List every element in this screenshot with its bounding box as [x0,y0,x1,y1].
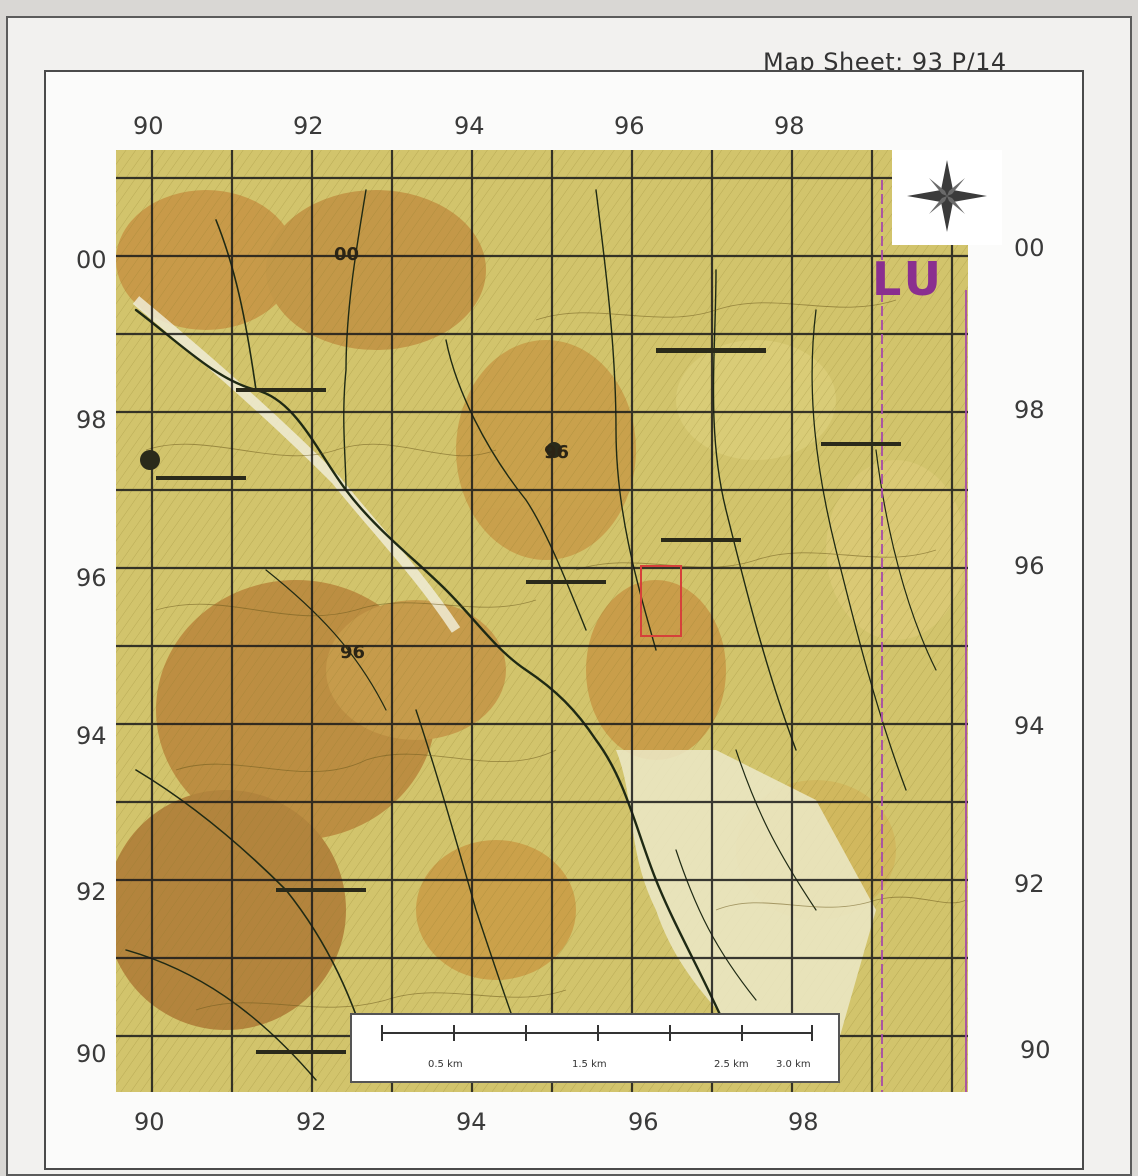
top-tick-96: 96 [614,112,645,140]
left-tick-94: 94 [76,722,107,750]
left-tick-90: 90 [76,1040,107,1068]
scale-ruler [381,1025,813,1041]
bottom-tick-94: 94 [456,1108,487,1136]
right-tick-90: 90 [1020,1036,1051,1064]
right-tick-98: 98 [1014,396,1045,424]
top-tick-94: 94 [454,112,485,140]
left-tick-92: 92 [76,878,107,906]
spot-label-96-west: 96 [340,642,365,663]
grid-lines [116,150,968,1092]
bottom-tick-90: 90 [134,1108,165,1136]
boundary-line [881,180,967,1092]
scale-label-0-5: 0.5 km [428,1059,463,1070]
settlement-marks [140,348,901,1054]
scale-label-1-5: 1.5 km [572,1059,607,1070]
left-tick-96: 96 [76,564,107,592]
valley-floor [132,296,876,1050]
bottom-tick-92: 92 [296,1108,327,1136]
right-tick-94: 94 [1014,712,1045,740]
boundary-label: LU [872,252,946,306]
left-tick-98: 98 [76,406,107,434]
map-canvas: 00 96 96 [116,150,968,1092]
compass-rose-icon [892,150,1002,245]
scale-label-3-0: 3.0 km [776,1059,811,1070]
top-tick-92: 92 [293,112,324,140]
bottom-tick-98: 98 [788,1108,819,1136]
right-tick-92: 92 [1014,870,1045,898]
right-tick-96: 96 [1014,552,1045,580]
spot-label-96-north: 96 [544,442,569,463]
left-tick-00: 00 [76,246,107,274]
spot-label-00: 00 [334,244,359,265]
scale-bar: 0.5 km 1.5 km 2.5 km 3.0 km [350,1013,840,1083]
top-tick-90: 90 [133,112,164,140]
scale-label-2-5: 2.5 km [714,1059,749,1070]
highlighted-feature [640,565,682,637]
top-tick-98: 98 [774,112,805,140]
right-tick-00: 00 [1014,234,1045,262]
topographic-map: 00 96 96 [116,150,968,1092]
bottom-tick-96: 96 [628,1108,659,1136]
